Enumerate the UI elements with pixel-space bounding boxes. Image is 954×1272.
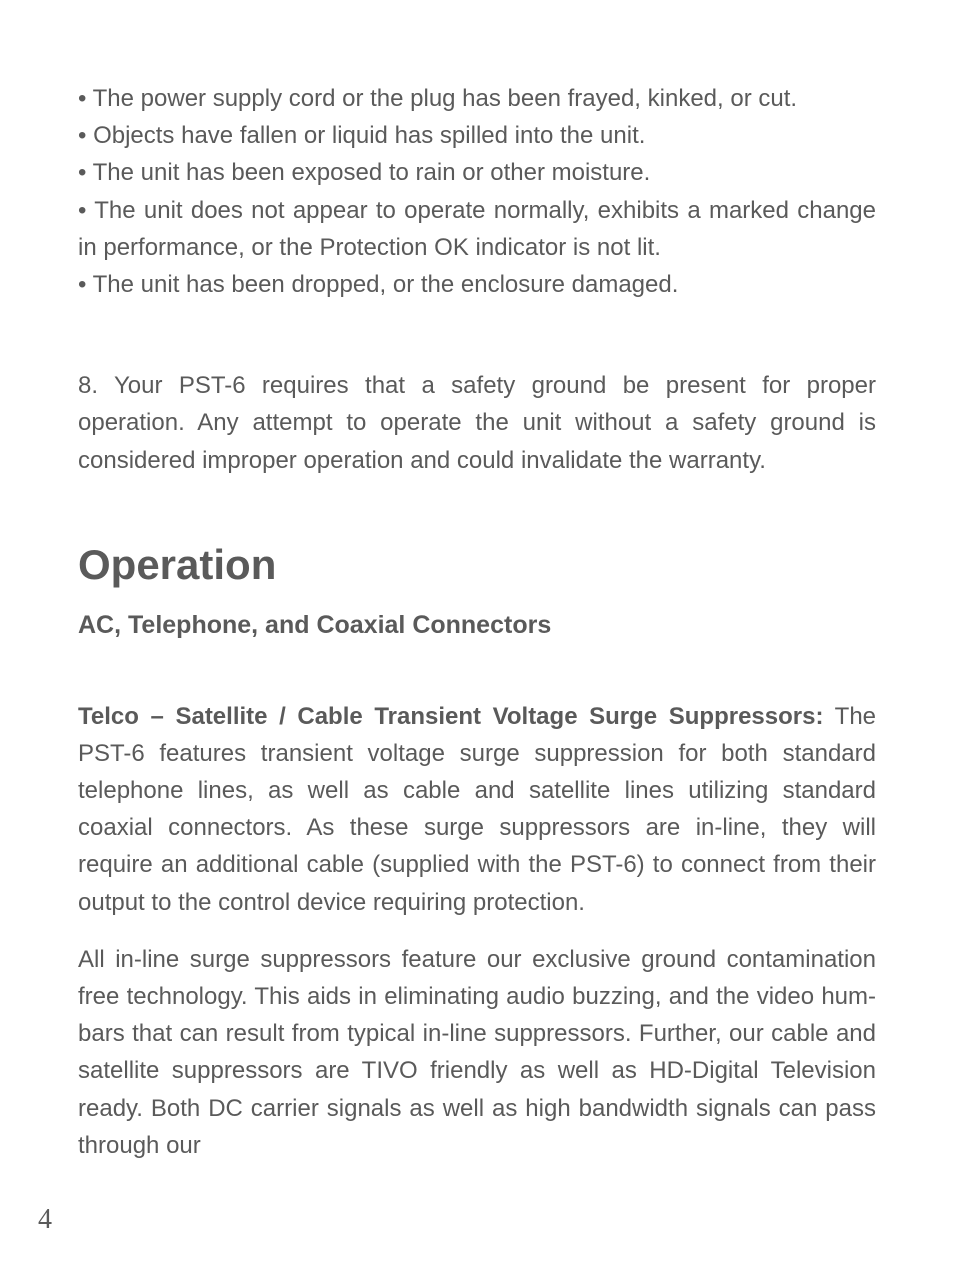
bullet-item: • Objects have fallen or liquid has spil… bbox=[78, 117, 876, 154]
subsection-heading: AC, Telephone, and Coaxial Connectors bbox=[78, 611, 876, 640]
bullet-item: • The power supply cord or the plug has … bbox=[78, 80, 876, 117]
body-paragraph-2: All in-line surge suppressors feature ou… bbox=[78, 941, 876, 1164]
numbered-paragraph: 8. Your PST-6 requires that a safety gro… bbox=[78, 367, 876, 479]
section-heading: Operation bbox=[78, 541, 876, 589]
page-number: 4 bbox=[38, 1204, 52, 1236]
paragraph-text: The PST-6 features transient voltage sur… bbox=[78, 703, 876, 916]
paragraph-runin: Telco – Satellite / Cable Transient Volt… bbox=[78, 703, 823, 730]
body-paragraph-1: Telco – Satellite / Cable Transient Volt… bbox=[78, 698, 876, 921]
bullet-list: • The power supply cord or the plug has … bbox=[78, 80, 876, 303]
bullet-item: • The unit has been exposed to rain or o… bbox=[78, 154, 876, 191]
bullet-item: • The unit does not appear to operate no… bbox=[78, 192, 876, 266]
bullet-item: • The unit has been dropped, or the encl… bbox=[78, 266, 876, 303]
